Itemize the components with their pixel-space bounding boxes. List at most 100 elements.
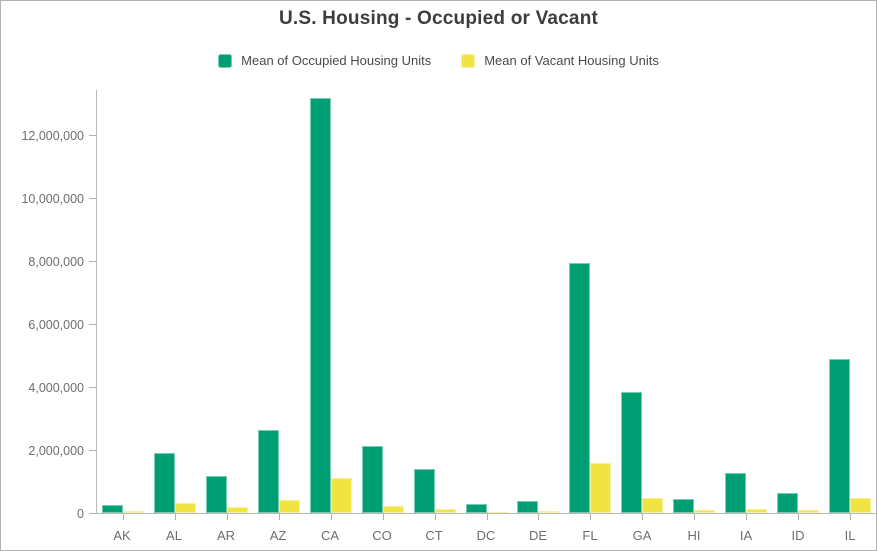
bar-group-ca [305,90,357,520]
x-tick-label-il: IL [844,528,856,543]
y-tick-mark [89,134,96,136]
legend-item-occupied-label: Mean of Occupied Housing Units [241,53,432,68]
y-tick-label: 2,000,000 [28,443,84,458]
chart-title: U.S. Housing - Occupied or Vacant [278,8,599,29]
y-axis: 0 2,000,000 4,000,000 6,000,000 8,000,000 10,… [1,90,96,521]
x-tick-mark [798,514,800,520]
x-tick-label-ct: CT [425,528,443,543]
bar-group-ak [97,90,149,520]
occupied-series-swatch-icon [218,53,233,68]
bar-group-fl [564,90,616,520]
y-tick-mark [89,197,96,199]
bar-group-az [253,90,305,520]
vacant-bar-ga[interactable] [642,497,664,513]
x-tick-label-al: AL [166,528,182,543]
x-tick-mark [746,514,748,520]
vacant-bar-al[interactable] [174,502,196,513]
vacant-bar-il[interactable] [850,497,872,513]
vacant-bar-az[interactable] [278,500,300,513]
bar-group-ct [409,90,461,520]
x-tick-mark [434,514,436,520]
bar-group-co [357,90,409,520]
bar-group-ar [201,90,253,520]
vacant-bar-ak[interactable] [122,511,144,513]
occupied-bar-dc[interactable] [465,503,487,513]
y-tick-label: 12,000,000 [21,128,84,143]
y-tick-mark [89,323,96,325]
x-tick-label-ak: AK [113,528,131,543]
legend-item-occupied[interactable]: Mean of Occupied Housing Units [218,53,431,68]
x-tick-label-az: AZ [269,528,287,543]
y-tick-label: 8,000,000 [28,254,84,269]
x-tick-mark [122,514,124,520]
occupied-bar-hi[interactable] [673,498,695,513]
x-tick-mark [174,514,176,520]
occupied-bar-ia[interactable] [725,473,747,513]
occupied-bar-ak[interactable] [101,505,123,513]
plot-area [96,90,876,520]
legend-item-vacant-label: Mean of Vacant Housing Units [484,53,659,68]
x-tick-mark [590,514,592,520]
vacant-bar-co[interactable] [382,505,404,513]
occupied-bar-ca[interactable] [309,97,331,513]
x-tick-label-ga: GA [632,528,652,543]
occupied-bar-al[interactable] [153,453,175,513]
x-tick-mark [226,514,228,520]
x-tick-label-co: CO [372,528,392,543]
x-tick-label-de: DE [528,528,548,543]
bar-group-il [824,90,876,520]
y-tick-mark [89,260,96,262]
legend: Mean of Occupied Housing Units Mean of V… [1,53,876,68]
y-tick-label: 6,000,000 [28,317,84,332]
x-tick-mark [486,514,488,520]
vacant-bar-id[interactable] [798,509,820,513]
y-tick-mark [89,449,96,451]
x-tick-mark [330,514,332,520]
vacant-bar-fl[interactable] [590,462,612,513]
vacant-bar-ct[interactable] [434,508,456,513]
y-tick-label: 10,000,000 [21,191,84,206]
vacant-series-swatch-icon [461,53,476,68]
x-tick-mark [694,514,696,520]
bar-group-al [149,90,201,520]
x-tick-label-hi: HI [687,528,701,543]
x-axis: AK AL AR AZ CA CO CT DC DE FL GA HI IA ID IL [96,528,876,543]
vacant-bar-hi[interactable] [694,510,716,513]
occupied-bar-ar[interactable] [205,476,227,513]
y-tick-label: 0 [77,507,84,521]
bar-group-hi [668,90,720,520]
occupied-bar-il[interactable] [829,358,851,513]
occupied-bar-ga[interactable] [621,391,643,513]
chart-area: 0 2,000,000 4,000,000 6,000,000 8,000,000 10,… [1,90,876,550]
occupied-bar-id[interactable] [777,492,799,513]
bar-group-id [772,90,824,520]
x-tick-label-ca: CA [320,528,340,543]
x-tick-label-ar: AR [216,528,236,543]
y-tick-mark [89,386,96,388]
bar-group-dc [461,90,513,520]
x-tick-mark [850,514,852,520]
bar-group-ia [720,90,772,520]
occupied-bar-de[interactable] [517,501,539,513]
vacant-bar-ia[interactable] [746,508,768,513]
bar-group-ga [616,90,668,520]
x-tick-mark [382,514,384,520]
x-tick-label-dc: DC [476,528,496,543]
x-tick-mark [538,514,540,520]
occupied-bar-ct[interactable] [413,468,435,513]
x-tick-label-ia: IA [739,528,753,543]
vacant-bar-ca[interactable] [330,478,352,513]
x-tick-label-fl: FL [582,528,598,543]
vacant-bar-ar[interactable] [226,506,248,513]
occupied-bar-fl[interactable] [569,262,591,513]
vacant-bar-de[interactable] [538,510,560,513]
x-tick-mark [278,514,280,520]
occupied-bar-co[interactable] [361,446,383,513]
y-tick-mark [89,513,96,514]
bar-group-de [513,90,565,520]
legend-item-vacant[interactable]: Mean of Vacant Housing Units [461,53,659,68]
y-tick-label: 4,000,000 [28,380,84,395]
occupied-bar-az[interactable] [257,429,279,513]
vacant-bar-dc[interactable] [486,512,508,513]
